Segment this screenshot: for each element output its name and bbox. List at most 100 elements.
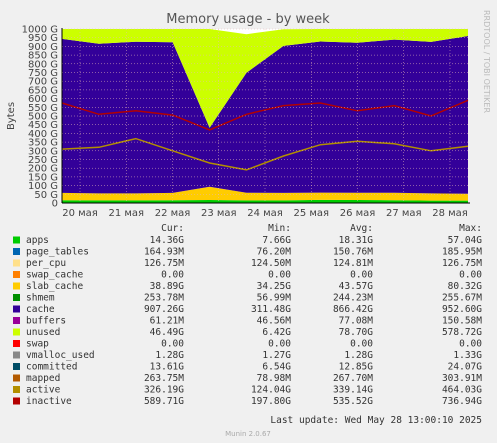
area-cache (62, 36, 468, 194)
legend-avg-value: 535.52G (333, 396, 373, 407)
y-tick-label: 900 G (28, 42, 58, 53)
legend-header: Cur: Min: Avg: Max: (161, 223, 482, 234)
grid-lines (62, 28, 468, 203)
legend-max-value: 0.00 (459, 339, 482, 350)
footer-version: Munin 2.0.67 (225, 430, 271, 438)
legend-swatch (13, 236, 20, 244)
legend-label: buffers (26, 316, 66, 327)
legend-min-value: 311.48G (251, 304, 291, 315)
legend-swatch (13, 294, 20, 301)
y-tick-label: 50 G (34, 190, 58, 201)
legend-label: swap (26, 339, 49, 350)
legend-avg-value: 77.08M (339, 316, 374, 327)
legend-column-header: Max: (459, 223, 482, 234)
legend-swatch (13, 328, 20, 336)
legend-cur-value: 46.49G (150, 327, 185, 338)
legend-min-value: 76.20M (257, 247, 292, 258)
legend-label: mapped (26, 373, 60, 384)
y-tick-label: 100 G (28, 181, 58, 192)
y-tick-label: 450 G (28, 120, 58, 131)
y-tick-label: 200 G (28, 164, 58, 175)
legend-label: cache (26, 304, 55, 315)
legend-max-value: 1.33G (453, 350, 482, 361)
y-tick-label: 750 G (28, 68, 58, 79)
y-tick-label: 550 G (28, 103, 58, 114)
legend-label: inactive (26, 396, 72, 407)
legend-min-value: 1.27G (262, 350, 291, 361)
legend-label: committed (26, 362, 77, 373)
legend-cur-value: 253.78M (144, 293, 184, 304)
y-tick-label: 150 G (28, 172, 58, 183)
legend-min-value: 124.50M (251, 258, 291, 269)
y-axis-label: Bytes (6, 102, 17, 130)
legend-column-header: Min: (268, 223, 291, 234)
legend-cur-value: 61.21M (150, 316, 185, 327)
chart-title: Memory usage - by week (166, 12, 330, 27)
legend-swatch (13, 282, 20, 290)
legend-avg-value: 124.81M (333, 258, 373, 269)
y-tick-label: 650 G (28, 85, 58, 96)
y-tick-label: 700 G (28, 77, 58, 88)
legend: apps 14.36G 7.66G 18.31G 57.04G page_tables 16… (13, 235, 482, 407)
legend-min-value: 6.54G (262, 362, 291, 373)
legend-avg-value: 244.23M (333, 293, 373, 304)
legend-avg-value: 0.00 (350, 339, 373, 350)
legend-cur-value: 126.75M (144, 258, 184, 269)
legend-cur-value: 14.36G (150, 235, 185, 246)
legend-min-value: 0.00 (268, 339, 291, 350)
legend-swatch (13, 374, 20, 382)
x-tick-label: 24 мая (247, 208, 283, 219)
legend-min-value: 124.04G (251, 385, 291, 396)
legend-label: vmalloc_used (26, 350, 95, 361)
legend-avg-value: 1.28G (344, 350, 373, 361)
x-tick-labels: 20 мая 21 мая 22 мая 23 мая 24 мая 25 мая 26 м… (62, 208, 468, 219)
area-apps (62, 199, 468, 203)
legend-cur-value: 0.00 (161, 339, 184, 350)
area-series (62, 29, 468, 203)
legend-min-value: 7.66G (262, 235, 291, 246)
legend-cur-value: 326.19G (144, 385, 184, 396)
legend-max-value: 150.58M (442, 316, 482, 327)
line-inactive (61, 99, 469, 131)
y-tick-label: 800 G (28, 59, 58, 70)
legend-column-header: Cur: (161, 223, 184, 234)
legend-min-value: 78.98M (257, 373, 292, 384)
legend-cur-value: 907.26G (144, 304, 184, 315)
legend-swatch (13, 248, 20, 255)
legend-avg-value: 150.76M (333, 247, 373, 258)
legend-max-value: 24.07G (448, 362, 483, 373)
legend-swatch (13, 397, 20, 405)
legend-min-value: 56.99M (257, 293, 292, 304)
legend-avg-value: 0.00 (350, 270, 373, 281)
area-unused (62, 29, 468, 128)
legend-max-value: 464.03G (442, 385, 482, 396)
y-tick-label: 1000 G (22, 25, 58, 36)
legend-max-value: 578.72G (442, 327, 482, 338)
legend-cur-value: 589.71G (144, 396, 184, 407)
legend-avg-value: 18.31G (339, 235, 374, 246)
legend-label: apps (26, 235, 49, 246)
legend-swatch (13, 305, 20, 313)
x-tick-label: 27 мая (386, 208, 422, 219)
legend-max-value: 57.04G (448, 235, 483, 246)
legend-cur-value: 13.61G (150, 362, 185, 373)
x-tick-label: 28 мая (432, 208, 468, 219)
legend-label: slab_cache (26, 281, 83, 292)
legend-max-value: 952.60G (442, 304, 482, 315)
y-tick-label: 350 G (28, 138, 58, 149)
y-tick-label: 500 G (28, 112, 58, 123)
legend-swatch (13, 363, 20, 370)
legend-label: swap_cache (26, 270, 83, 281)
line-series (61, 99, 469, 171)
x-tick-label: 26 мая (340, 208, 376, 219)
x-tick-label: 25 мая (293, 208, 329, 219)
y-tick-label: 850 G (28, 51, 58, 62)
legend-swatch (13, 317, 20, 324)
legend-avg-value: 78.70G (339, 327, 374, 338)
y-tick-label: 600 G (28, 94, 58, 105)
legend-cur-value: 263.75M (144, 373, 184, 384)
legend-label: unused (26, 327, 60, 338)
legend-swatch (13, 271, 20, 278)
